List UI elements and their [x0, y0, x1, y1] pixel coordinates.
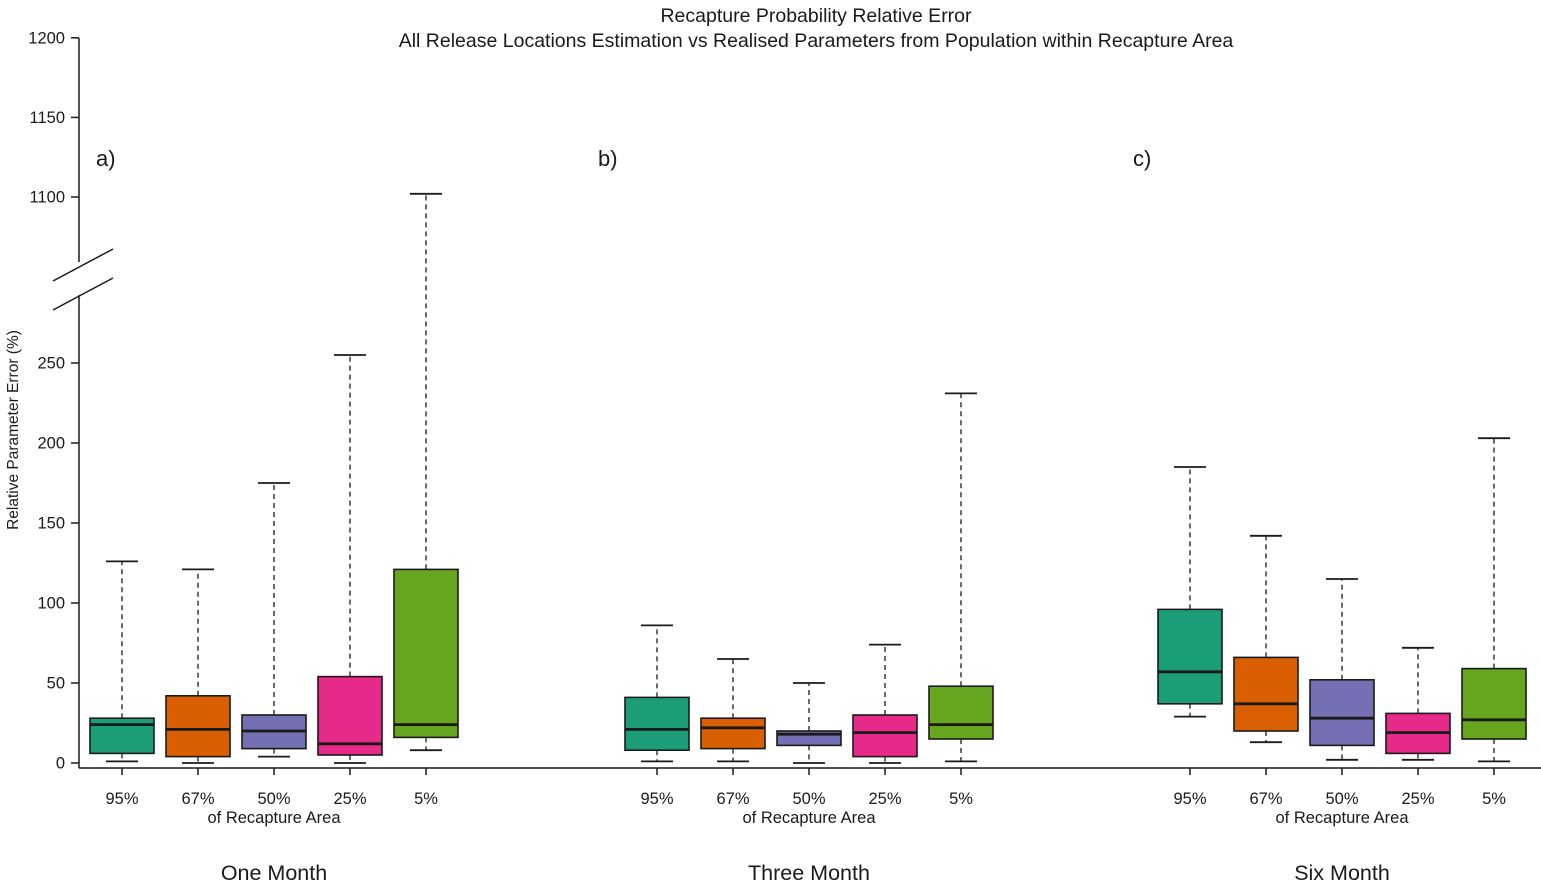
x-category-label: 67%: [181, 790, 214, 808]
y-tick-label: 100: [37, 595, 65, 613]
x-category-label: 67%: [1249, 790, 1282, 808]
y-tick-label: 1150: [30, 109, 65, 127]
panel-2-box-95%-rect: [1157, 608, 1223, 705]
x-category-label: 5%: [414, 790, 438, 808]
x-category-label: 50%: [792, 790, 825, 808]
chart-title: Recapture Probability Relative Error: [660, 5, 972, 27]
chart-subtitle: All Release Locations Estimation vs Real…: [398, 30, 1234, 52]
panel-1-box-5%-rect: [928, 685, 994, 740]
panel-month-label: One Month: [221, 861, 327, 885]
panel-2-box-50%-rect: [1309, 678, 1375, 747]
y-tick-label: 1200: [28, 29, 65, 47]
x-category-label: 25%: [1401, 790, 1434, 808]
x-category-label: 95%: [640, 790, 673, 808]
x-category-label: 25%: [333, 790, 366, 808]
y-tick-label: 250: [37, 355, 65, 373]
axis-break-slash-lower: [52, 277, 114, 311]
panel-month-label: Six Month: [1294, 861, 1390, 885]
y-tick-label: 200: [37, 435, 65, 453]
x-category-label: 67%: [716, 790, 749, 808]
panel-letter-a: a): [96, 146, 116, 171]
panel-0-box-25%-rect: [317, 675, 383, 756]
panel-month-label: Three Month: [748, 861, 870, 885]
panel-xlabel: of Recapture Area: [208, 809, 342, 827]
panel-2-box-5%-rect: [1461, 667, 1527, 740]
panel-xlabel: of Recapture Area: [743, 809, 877, 827]
y-tick-label: 150: [37, 515, 65, 533]
y-tick-label: 50: [47, 675, 65, 693]
x-category-label: 5%: [949, 790, 973, 808]
panel-1-box-95%-rect: [624, 696, 690, 752]
y-tick-label: 1100: [30, 189, 65, 207]
y-tick-label: 0: [56, 755, 65, 773]
panel-0-box-5%-rect: [393, 568, 459, 739]
panel-2-box-67%-rect: [1233, 656, 1299, 732]
panel-letter-b: b): [598, 146, 618, 171]
chart-title-block: Recapture Probability Relative Error All…: [91, 4, 1541, 54]
x-category-label: 25%: [868, 790, 901, 808]
x-category-label: 95%: [1173, 790, 1206, 808]
x-category-label: 50%: [1325, 790, 1358, 808]
panel-1-box-67%-rect: [700, 717, 766, 750]
axis-break-slash-upper: [52, 248, 114, 282]
x-category-label: 50%: [257, 790, 290, 808]
panel-letter-c: c): [1133, 146, 1152, 171]
panel-1-box-25%-rect: [852, 714, 918, 758]
panel-0-box-67%-rect: [165, 694, 231, 758]
x-category-label: 95%: [105, 790, 138, 808]
panel-xlabel: of Recapture Area: [1276, 809, 1410, 827]
x-category-label: 5%: [1482, 790, 1506, 808]
